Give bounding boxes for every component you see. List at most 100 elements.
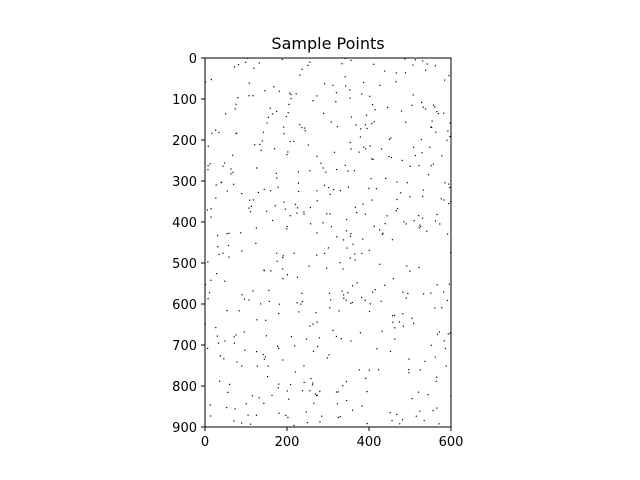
data-point — [381, 233, 383, 235]
data-point — [380, 300, 382, 302]
data-point — [375, 188, 377, 190]
data-point — [371, 199, 373, 201]
data-point — [312, 100, 314, 102]
data-point — [430, 165, 432, 167]
data-point — [269, 107, 271, 109]
data-point — [253, 67, 255, 69]
data-point — [444, 182, 446, 184]
data-point — [320, 162, 322, 164]
data-point — [372, 291, 374, 293]
data-point — [277, 345, 279, 347]
data-point — [389, 412, 391, 414]
data-point — [226, 190, 228, 192]
data-point — [434, 106, 436, 108]
data-point — [323, 184, 326, 186]
data-point — [255, 227, 257, 229]
data-point — [282, 359, 284, 361]
data-point — [343, 294, 345, 296]
data-point — [351, 285, 354, 287]
data-point — [321, 415, 323, 417]
data-point — [227, 391, 229, 393]
data-point — [411, 104, 413, 106]
data-point — [276, 252, 278, 254]
data-point — [304, 127, 306, 129]
data-point — [301, 127, 303, 129]
data-point — [364, 213, 366, 215]
data-point — [339, 415, 341, 418]
data-point — [394, 327, 396, 329]
data-point — [431, 126, 433, 129]
data-point — [228, 256, 230, 258]
data-point — [288, 398, 290, 400]
data-point — [395, 81, 397, 83]
data-point — [361, 93, 363, 95]
data-point — [371, 158, 373, 160]
data-point — [423, 293, 425, 295]
data-point — [384, 70, 386, 72]
data-point — [309, 170, 311, 172]
data-point — [223, 358, 225, 360]
data-point — [262, 131, 265, 133]
data-point — [362, 203, 364, 205]
data-point — [361, 252, 363, 255]
data-point — [267, 365, 269, 367]
data-point — [248, 207, 250, 209]
data-point — [424, 360, 426, 362]
data-point — [388, 138, 390, 140]
data-point — [282, 278, 284, 280]
data-point — [226, 407, 228, 409]
data-point — [421, 101, 423, 103]
data-point — [396, 413, 398, 416]
data-point — [353, 170, 356, 172]
data-point — [354, 253, 356, 255]
data-point — [241, 250, 243, 252]
data-point — [434, 65, 436, 67]
data-point — [373, 121, 375, 123]
data-point — [262, 353, 264, 356]
data-point — [308, 265, 310, 267]
data-point — [420, 226, 422, 228]
data-point — [290, 93, 292, 96]
data-point — [399, 423, 401, 425]
data-point — [391, 315, 394, 317]
data-point — [406, 265, 408, 267]
data-point — [400, 110, 403, 112]
data-point — [219, 355, 221, 357]
data-point — [326, 357, 328, 359]
data-point — [207, 165, 209, 167]
data-point — [252, 290, 254, 292]
data-point — [324, 252, 326, 254]
data-point — [273, 86, 275, 88]
data-point — [396, 181, 398, 183]
data-point — [297, 182, 299, 184]
y-tick-label: 800 — [172, 380, 197, 395]
data-point — [427, 394, 429, 396]
data-point — [316, 254, 318, 256]
data-point — [339, 262, 341, 264]
data-point — [384, 223, 386, 225]
data-point — [259, 143, 261, 145]
data-point — [215, 129, 217, 131]
data-point — [215, 197, 217, 199]
data-point — [349, 97, 351, 99]
data-point — [369, 303, 371, 305]
data-point — [238, 310, 240, 312]
data-point — [350, 302, 352, 304]
data-point — [354, 206, 356, 208]
data-point — [363, 81, 365, 84]
y-tick-label: 500 — [172, 257, 197, 272]
data-point — [350, 340, 352, 342]
data-point — [441, 155, 443, 157]
data-point — [208, 292, 211, 294]
data-point — [271, 113, 274, 115]
data-point — [387, 106, 389, 108]
data-point — [316, 321, 318, 323]
data-point — [341, 290, 343, 292]
data-point — [294, 345, 296, 347]
data-point — [408, 369, 410, 371]
data-point — [263, 270, 265, 272]
data-point — [296, 302, 298, 304]
data-point — [332, 84, 334, 86]
data-point — [233, 342, 235, 344]
data-point — [311, 384, 314, 386]
